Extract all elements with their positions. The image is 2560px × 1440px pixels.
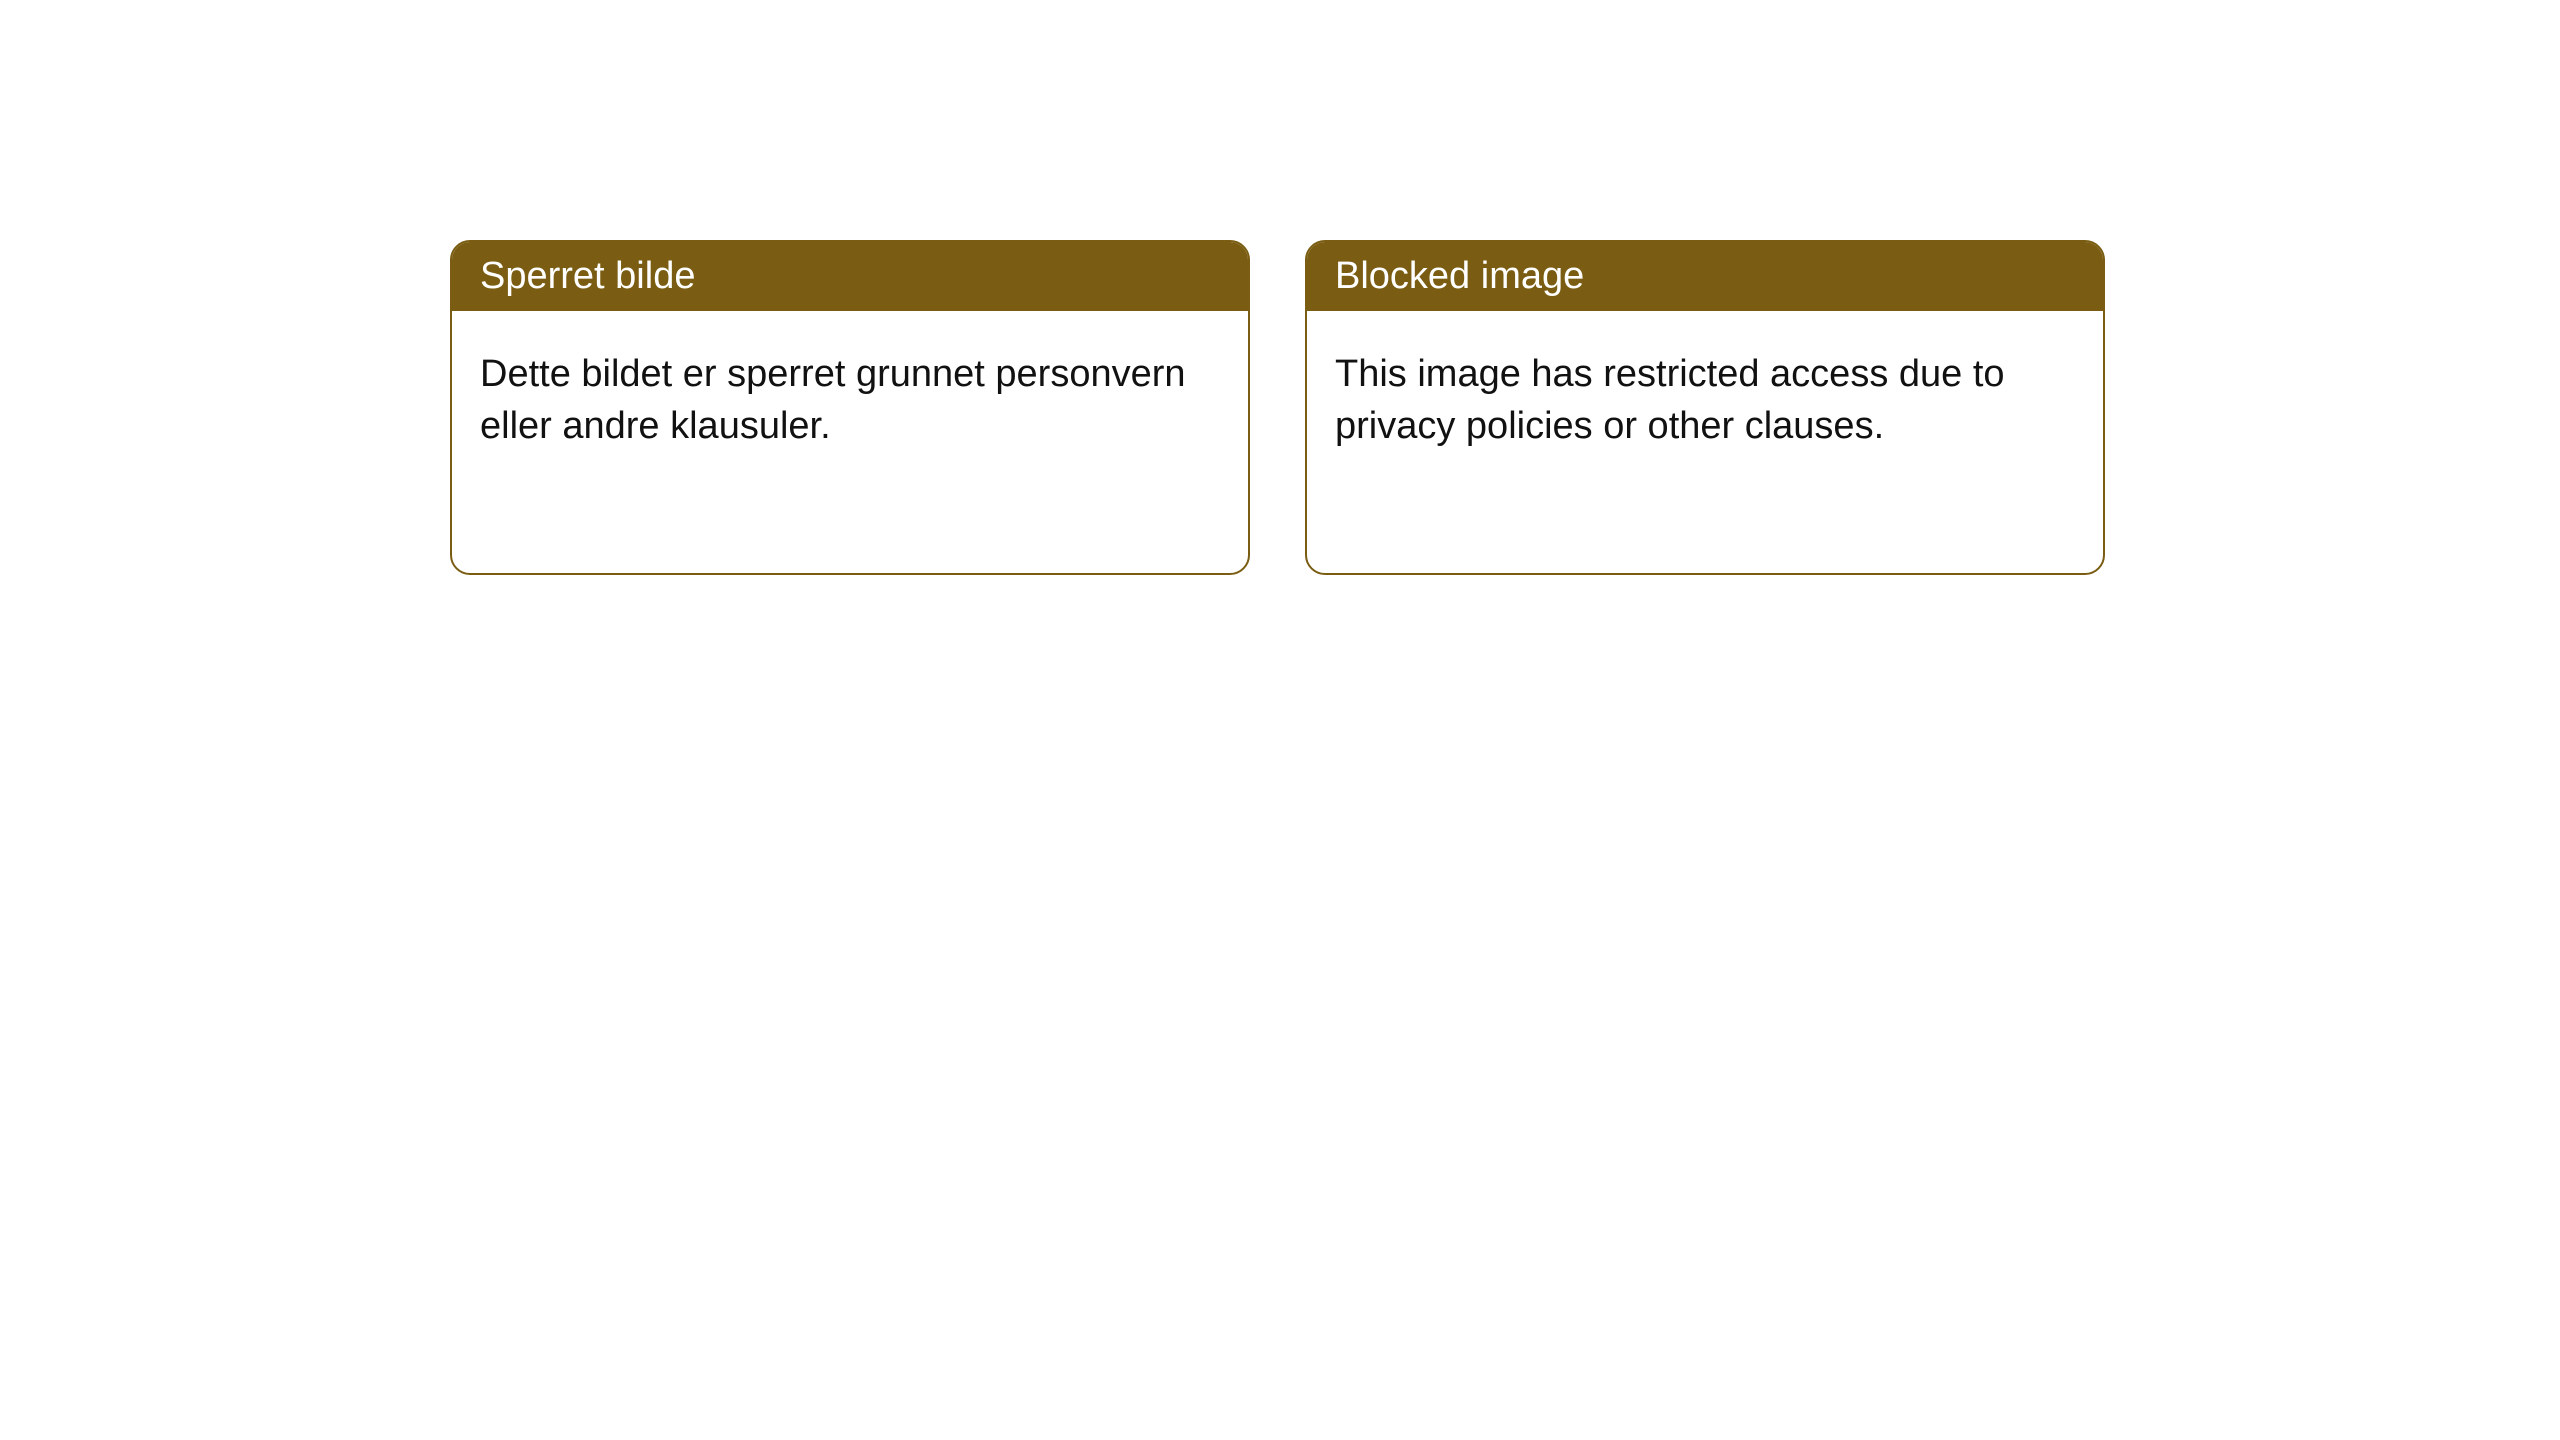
notice-body: This image has restricted access due to … [1307,311,2103,490]
notice-container: Sperret bilde Dette bildet er sperret gr… [0,0,2560,575]
notice-card-norwegian: Sperret bilde Dette bildet er sperret gr… [450,240,1250,575]
notice-title: Blocked image [1307,242,2103,311]
notice-body: Dette bildet er sperret grunnet personve… [452,311,1248,490]
notice-title: Sperret bilde [452,242,1248,311]
notice-card-english: Blocked image This image has restricted … [1305,240,2105,575]
